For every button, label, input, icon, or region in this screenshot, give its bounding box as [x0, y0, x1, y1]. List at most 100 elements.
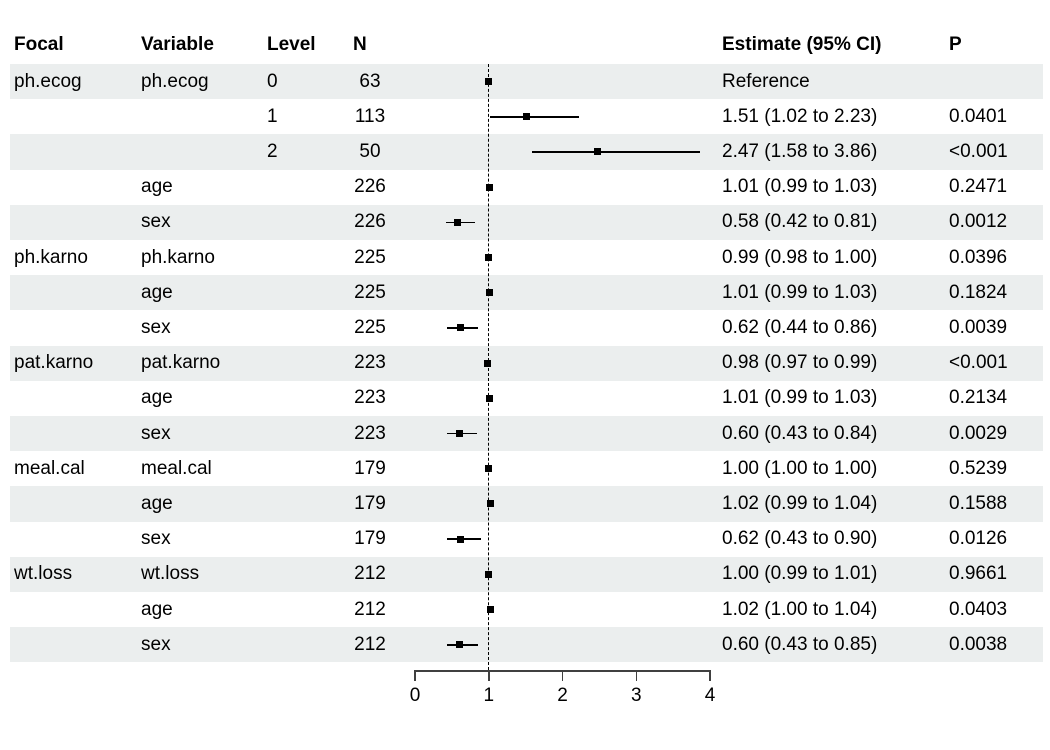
table-row: ph.karno ph.karno 225 0.99 (0.98 to 1.00) 0.… — [0, 240, 1050, 275]
cell-p: 0.0126 — [949, 528, 1008, 550]
cell-variable: sex — [141, 316, 171, 338]
row-stripe — [10, 556, 1043, 592]
cell-p: 0.0012 — [949, 211, 1008, 233]
cell-n: 225 — [354, 281, 386, 303]
row-stripe — [10, 345, 1043, 381]
cell-focal: meal.cal — [14, 457, 85, 479]
cell-p: 0.0396 — [949, 246, 1008, 268]
table-row: age 225 1.01 (0.99 to 1.03) 0.1824 — [0, 275, 1050, 310]
cell-variable: age — [141, 281, 173, 303]
cell-variable: ph.karno — [141, 246, 215, 268]
row-stripe — [10, 204, 1043, 240]
cell-variable: age — [141, 387, 173, 409]
cell-variable: wt.loss — [141, 563, 200, 585]
row-stripe — [10, 275, 1043, 311]
table-row: sex 226 0.58 (0.42 to 0.81) 0.0012 — [0, 205, 1050, 240]
row-stripe — [10, 416, 1043, 452]
cell-p: 0.0039 — [949, 316, 1008, 338]
table-row: meal.cal meal.cal 179 1.00 (1.00 to 1.00) 0.… — [0, 451, 1050, 486]
cell-variable: sex — [141, 633, 171, 655]
table-row: 1 113 1.51 (1.02 to 2.23) 0.0401 — [0, 99, 1050, 134]
estimate-marker — [484, 254, 492, 262]
estimate-marker — [457, 535, 465, 543]
cell-estimate: 1.51 (1.02 to 2.23) — [722, 105, 878, 127]
cell-variable: age — [141, 492, 173, 514]
cell-level: 0 — [267, 70, 278, 92]
estimate-marker — [485, 465, 493, 473]
cell-n: 225 — [354, 316, 386, 338]
cell-variable: sex — [141, 528, 171, 550]
cell-estimate: 1.02 (0.99 to 1.04) — [722, 492, 878, 514]
cell-n: 223 — [354, 352, 386, 374]
cell-estimate: 0.98 (0.97 to 0.99) — [722, 352, 878, 374]
cell-p: <0.001 — [949, 140, 1008, 162]
cell-p: 0.2471 — [949, 176, 1008, 198]
estimate-marker — [454, 218, 462, 226]
x-axis-tick — [561, 670, 564, 681]
x-axis-tick — [488, 670, 490, 681]
table-row: 2 50 2.47 (1.58 to 3.86) <0.001 — [0, 134, 1050, 169]
cell-level: 2 — [267, 140, 278, 162]
cell-variable: meal.cal — [141, 457, 212, 479]
cell-n: 226 — [354, 211, 386, 233]
ci-line — [531, 151, 700, 153]
cell-n: 212 — [354, 633, 386, 655]
cell-focal: pat.karno — [14, 352, 94, 374]
x-axis-tick-label: 0 — [409, 685, 421, 706]
estimate-marker — [485, 570, 493, 578]
header-estimate: Estimate (95% CI) — [722, 34, 882, 55]
header-level: Level — [267, 34, 316, 55]
table-row: wt.loss wt.loss 212 1.00 (0.99 to 1.01) 0.96… — [0, 557, 1050, 592]
header-p: P — [949, 34, 962, 55]
cell-variable: age — [141, 598, 173, 620]
row-stripe — [10, 627, 1043, 663]
header-variable: Variable — [141, 34, 214, 55]
x-axis-tick-label: 1 — [483, 685, 495, 706]
cell-estimate: 1.00 (0.99 to 1.01) — [722, 563, 878, 585]
cell-estimate: 1.01 (0.99 to 1.03) — [722, 176, 878, 198]
estimate-marker — [522, 113, 530, 121]
x-axis-tick-label: 2 — [557, 685, 568, 706]
cell-p: 0.1588 — [949, 492, 1008, 514]
x-axis-tick — [635, 670, 637, 681]
cell-n: 226 — [354, 176, 386, 198]
cell-variable: age — [141, 176, 173, 198]
estimate-marker — [483, 359, 491, 367]
table-row: ph.ecog ph.ecog 0 63 Reference — [0, 64, 1050, 99]
cell-p: 0.2134 — [949, 387, 1008, 409]
cell-p: 0.1824 — [949, 281, 1008, 303]
cell-estimate: 1.01 (0.99 to 1.03) — [722, 281, 878, 303]
cell-n: 179 — [354, 528, 386, 550]
cell-estimate: 1.02 (1.00 to 1.04) — [722, 598, 878, 620]
cell-estimate: Reference — [722, 70, 810, 92]
estimate-marker — [486, 500, 494, 508]
cell-n: 50 — [359, 140, 381, 162]
x-axis-tick-label: 3 — [630, 685, 642, 706]
header-n: N — [353, 34, 367, 55]
cell-estimate: 0.62 (0.43 to 0.90) — [722, 528, 878, 550]
row-stripe — [10, 486, 1043, 522]
cell-estimate: 2.47 (1.58 to 3.86) — [722, 140, 878, 162]
estimate-marker — [457, 324, 465, 332]
cell-n: 179 — [354, 492, 386, 514]
table-row: pat.karno pat.karno 223 0.98 (0.97 to 0.99)… — [0, 346, 1050, 381]
cell-n: 63 — [359, 70, 381, 92]
row-stripe — [10, 64, 1043, 100]
cell-variable: sex — [141, 211, 171, 233]
ci-line — [490, 115, 580, 118]
cell-p: 0.5239 — [949, 457, 1008, 479]
cell-p: 0.0403 — [949, 598, 1008, 620]
cell-p: 0.9661 — [949, 563, 1008, 585]
estimate-marker — [486, 606, 494, 614]
x-axis-tick — [414, 670, 416, 681]
header-focal: Focal — [14, 34, 64, 55]
cell-estimate: 1.00 (1.00 to 1.00) — [722, 457, 878, 479]
estimate-marker — [485, 394, 493, 402]
table-row: age 226 1.01 (0.99 to 1.03) 0.2471 — [0, 170, 1050, 205]
table-row: sex 223 0.60 (0.43 to 0.84) 0.0029 — [0, 416, 1050, 451]
cell-n: 212 — [354, 598, 386, 620]
estimate-marker — [593, 148, 601, 156]
cell-variable: sex — [141, 422, 171, 444]
cell-n: 223 — [354, 422, 386, 444]
